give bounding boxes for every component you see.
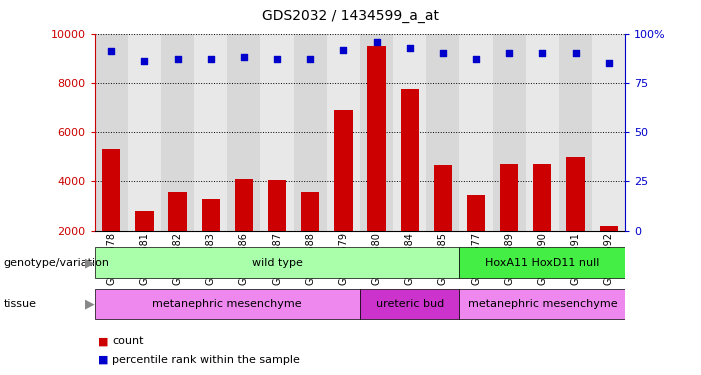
Bar (493, 34, 526, 231)
Bar (334, 110, 353, 231)
Point (106, 48, 117, 54)
Point (371, 39, 382, 45)
Text: metanephric mesenchyme: metanephric mesenchyme (153, 299, 302, 309)
Bar (566, 157, 585, 231)
Bar (360, 34, 393, 231)
Bar (95, 248, 459, 278)
Point (305, 56, 316, 62)
Bar (301, 192, 320, 231)
Bar (135, 211, 154, 231)
Text: genotype/variation: genotype/variation (4, 258, 109, 267)
Bar (400, 89, 418, 231)
Bar (500, 164, 518, 231)
Bar (102, 149, 121, 231)
Bar (95, 289, 360, 319)
Bar (128, 34, 161, 231)
Bar (367, 46, 386, 231)
Text: ▶: ▶ (85, 256, 95, 269)
Bar (533, 164, 552, 231)
Text: tissue: tissue (4, 299, 36, 309)
Point (470, 56, 482, 62)
Point (238, 54, 250, 60)
Point (172, 56, 183, 62)
Point (503, 51, 515, 57)
Point (603, 60, 614, 66)
Bar (95, 34, 128, 231)
Bar (559, 34, 592, 231)
Text: ureteric bud: ureteric bud (376, 299, 444, 309)
Bar (268, 180, 286, 231)
Text: count: count (112, 336, 144, 346)
Point (537, 51, 548, 57)
Bar (459, 248, 625, 278)
Bar (194, 34, 227, 231)
Bar (426, 34, 459, 231)
Bar (168, 192, 186, 231)
Bar (467, 195, 485, 231)
Point (404, 45, 415, 51)
Text: HoxA11 HoxD11 null: HoxA11 HoxD11 null (485, 258, 599, 267)
Bar (294, 34, 327, 231)
Text: metanephric mesenchyme: metanephric mesenchyme (468, 299, 617, 309)
Point (338, 46, 349, 53)
Text: wild type: wild type (252, 258, 303, 267)
Bar (360, 289, 459, 319)
Bar (202, 199, 220, 231)
Bar (459, 289, 625, 319)
Bar (599, 226, 618, 231)
Text: ▶: ▶ (85, 297, 95, 310)
Bar (161, 34, 194, 231)
Bar (526, 34, 559, 231)
Text: ■: ■ (98, 336, 109, 346)
Bar (592, 34, 625, 231)
Point (205, 56, 217, 62)
Point (139, 58, 150, 64)
Text: percentile rank within the sample: percentile rank within the sample (112, 355, 300, 365)
Bar (261, 34, 294, 231)
Point (271, 56, 283, 62)
Point (437, 51, 449, 57)
Bar (327, 34, 360, 231)
Bar (393, 34, 426, 231)
Point (570, 51, 581, 57)
Bar (459, 34, 493, 231)
Bar (227, 34, 261, 231)
Text: ■: ■ (98, 355, 109, 365)
Text: GDS2032 / 1434599_a_at: GDS2032 / 1434599_a_at (262, 9, 439, 23)
Bar (235, 179, 253, 231)
Bar (434, 165, 452, 231)
